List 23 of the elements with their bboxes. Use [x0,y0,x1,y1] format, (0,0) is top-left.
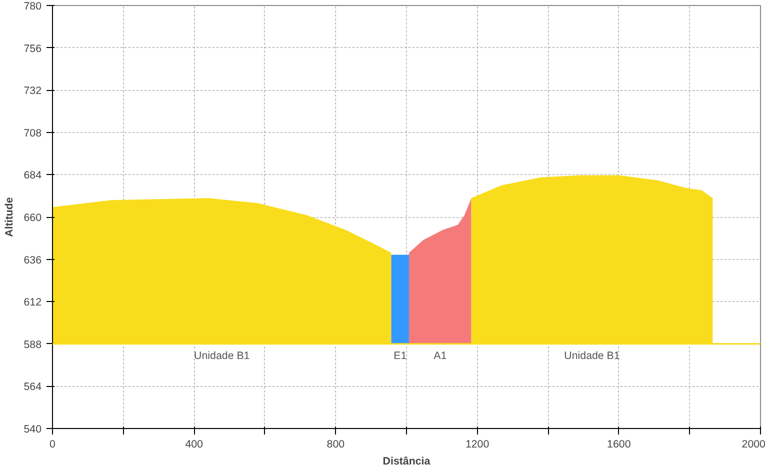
series-label: A1 [434,350,447,362]
x-tick-label: 800 [326,438,345,450]
x-tick-label: 2000 [742,438,766,450]
y-tick-label: 660 [24,212,42,224]
x-tick-label: 1200 [465,438,490,450]
y-tick-label: 732 [24,85,42,98]
y-tick-label: 780 [24,0,42,12]
y-tick-label: 564 [24,381,42,394]
x-axis-title: Distância [382,456,430,468]
series-label: E1 [394,350,407,362]
series-label: Unidade B1 [194,350,250,362]
y-axis-title: Altitude [4,197,16,237]
x-tick-label: 400 [185,438,204,450]
y-tick-label: 636 [24,254,42,266]
y-tick-label: 684 [24,170,42,182]
y-tick-label: 540 [24,424,42,436]
x-tick-label: 1600 [607,438,631,450]
x-tick-label: 0 [50,438,56,450]
y-tick-label: 612 [24,296,42,309]
series-label: Unidade B1 [564,350,620,362]
y-tick-label: 756 [24,42,42,55]
y-tick-label: 588 [24,338,42,351]
y-tick-label: 708 [24,127,42,140]
